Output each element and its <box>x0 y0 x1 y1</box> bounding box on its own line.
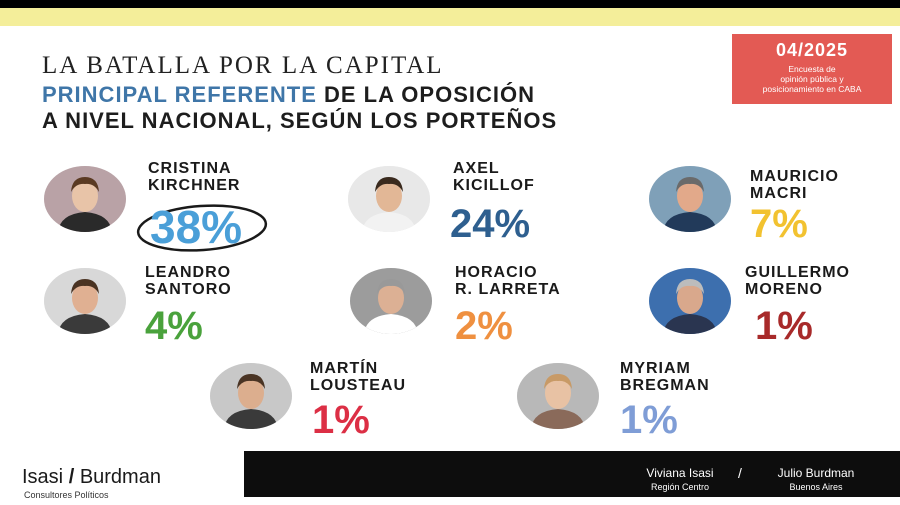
candidate-name-line: MARTÍN <box>310 360 379 377</box>
candidate-name-line: MAURICIO <box>750 168 839 185</box>
candidate-percentage: 7% <box>750 202 808 246</box>
candidate-photo <box>44 268 126 334</box>
candidate-percentage: 38% <box>150 201 243 253</box>
candidate-name-line: AXEL <box>453 160 500 177</box>
candidate-name-line: BREGMAN <box>620 377 710 394</box>
candidate-name-line: KIRCHNER <box>148 177 241 194</box>
author-right: Julio Burdman Buenos Aires <box>760 466 872 492</box>
candidate-name-line: MYRIAM <box>620 360 691 377</box>
title-line-2: A NIVEL NACIONAL, SEGÚN LOS PORTEÑOS <box>42 108 558 133</box>
page-title: PRINCIPAL REFERENTE DE LA OPOSICIÓN A NI… <box>42 82 557 134</box>
candidate-photo <box>348 166 430 232</box>
candidate-name-line: HORACIO <box>455 264 538 281</box>
candidate-photo <box>517 363 599 429</box>
brand-right: Burdman <box>79 466 161 488</box>
candidate-photo <box>649 166 731 232</box>
candidate-photo <box>210 363 292 429</box>
candidate-percentage: 24% <box>450 202 531 246</box>
brand-slash: / <box>68 466 75 488</box>
candidate-photo <box>350 268 432 334</box>
candidate-name-line: LOUSTEAU <box>310 377 406 394</box>
brand-left: Isasi <box>22 466 64 488</box>
candidate-name: CRISTINA KIRCHNER <box>148 160 240 194</box>
title-accent: PRINCIPAL REFERENTE <box>42 82 317 107</box>
author-separator: / <box>738 465 742 481</box>
author-region: Buenos Aires <box>789 482 843 492</box>
candidate-percentage: 1% <box>312 398 370 442</box>
date-badge: 04/2025 Encuesta de opinión pública y po… <box>732 34 892 104</box>
survey-date: 04/2025 <box>775 40 849 60</box>
highlight-circle <box>136 204 268 252</box>
top-accent-bar <box>0 8 900 26</box>
title-line1-rest: DE LA OPOSICIÓN <box>316 82 535 107</box>
candidate-photo <box>44 166 126 232</box>
candidate-name-line: MORENO <box>745 281 823 298</box>
survey-description-line: posicionamiento en CABA <box>762 84 862 94</box>
candidate-name: GUILLERMO MORENO <box>745 264 850 298</box>
candidate-name-line: LEANDRO <box>145 264 232 281</box>
infographic-frame: LA BATALLA POR LA CAPITAL PRINCIPAL REFE… <box>0 8 900 505</box>
candidate-name-line: R. LARRETA <box>455 281 561 298</box>
candidate-name-line: MACRI <box>750 185 808 202</box>
footer <box>0 451 900 505</box>
candidate-percentage: 1% <box>620 398 678 442</box>
candidate-name: MYRIAM BREGMAN <box>620 360 710 394</box>
candidate-percentage: 1% <box>755 304 813 348</box>
candidate-name-line: SANTORO <box>145 281 232 298</box>
footer-dark-band <box>244 451 900 497</box>
candidate-name-line: KICILLOF <box>453 177 535 194</box>
candidate-name-line: GUILLERMO <box>745 264 850 281</box>
author-name: Julio Burdman <box>777 466 855 480</box>
author-region: Región Centro <box>650 482 710 492</box>
author-left: Viviana Isasi Región Centro <box>628 466 732 492</box>
survey-description-line: opinión pública y <box>780 74 844 84</box>
candidate-name-line: CRISTINA <box>148 160 232 177</box>
candidate-name: HORACIO R. LARRETA <box>455 264 561 298</box>
candidate-photo <box>649 268 731 334</box>
title-line-1: PRINCIPAL REFERENTE DE LA OPOSICIÓN <box>42 82 557 108</box>
brand-logo: Isasi / Burdman <box>22 466 161 489</box>
candidate-name: MAURICIO MACRI <box>750 168 839 202</box>
candidate-percentage: 2% <box>455 304 513 348</box>
survey-description-line: Encuesta de <box>788 64 836 74</box>
candidate-name: AXEL KICILLOF <box>453 160 535 194</box>
survey-description: Encuesta de opinión pública y posicionam… <box>732 64 892 94</box>
kicker-title: LA BATALLA POR LA CAPITAL <box>42 52 444 79</box>
author-name: Viviana Isasi <box>646 466 714 480</box>
brand-subtitle: Consultores Políticos <box>24 490 109 500</box>
candidate-name: MARTÍN LOUSTEAU <box>310 360 406 394</box>
candidate-name: LEANDRO SANTORO <box>145 264 232 298</box>
candidate-percentage: 4% <box>145 304 203 348</box>
